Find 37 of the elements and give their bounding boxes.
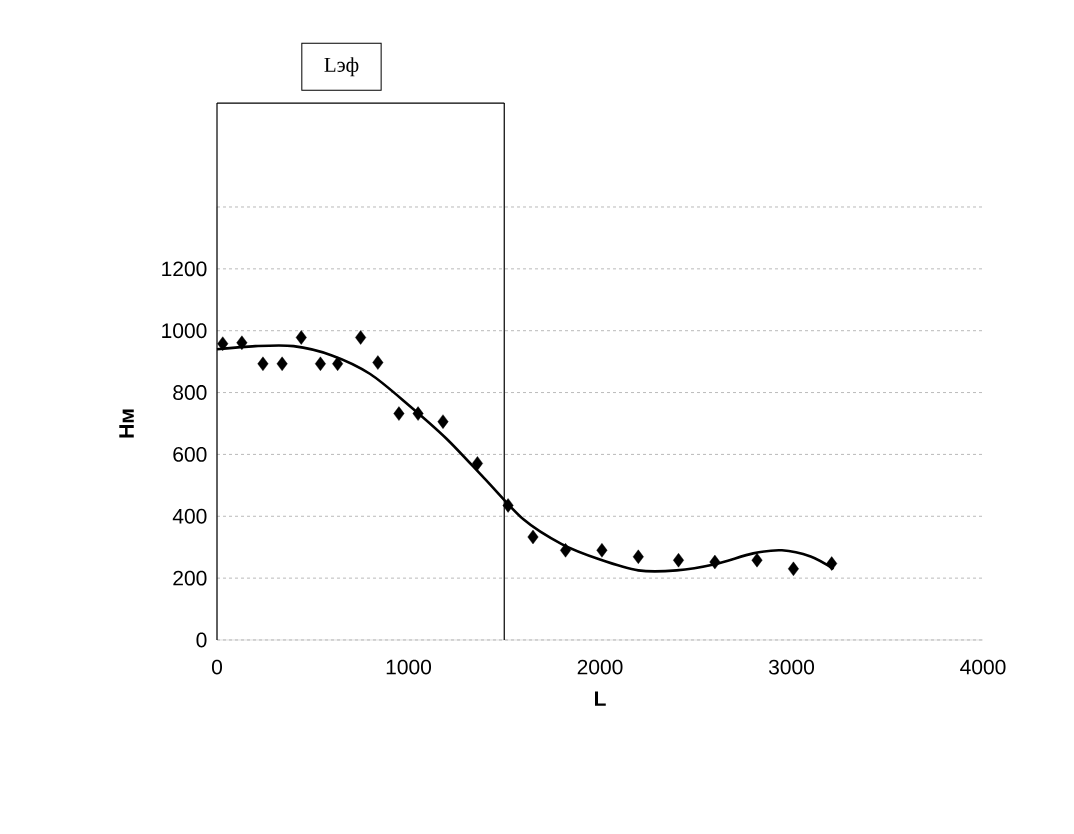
point bbox=[314, 356, 326, 371]
x-tick-label: 4000 bbox=[960, 659, 1006, 675]
point bbox=[527, 529, 539, 545]
point bbox=[372, 355, 384, 370]
point bbox=[560, 543, 571, 558]
text: Lэф bbox=[324, 57, 359, 77]
point bbox=[332, 356, 344, 371]
point bbox=[217, 336, 229, 351]
point bbox=[295, 330, 307, 345]
x-tick-label: 0 bbox=[211, 659, 223, 675]
y-tick-label: 1200 bbox=[162, 261, 207, 277]
x-tick-label: 1000 bbox=[386, 659, 432, 675]
point bbox=[257, 356, 269, 371]
point bbox=[709, 554, 721, 570]
x-tick-label: 3000 bbox=[768, 659, 815, 675]
y-tick-label: 200 bbox=[173, 570, 207, 586]
point bbox=[276, 356, 288, 371]
point bbox=[596, 543, 608, 558]
x-tick-label: 2000 bbox=[577, 659, 623, 675]
point bbox=[826, 556, 838, 571]
point bbox=[393, 406, 405, 421]
point bbox=[437, 414, 449, 429]
point bbox=[632, 549, 644, 564]
point bbox=[502, 498, 514, 513]
y-tick-label: 600 bbox=[173, 446, 207, 462]
point bbox=[751, 552, 763, 568]
point bbox=[412, 406, 424, 421]
point bbox=[471, 456, 483, 471]
point bbox=[236, 335, 248, 350]
y-tick-label: 1000 bbox=[162, 323, 207, 339]
point bbox=[355, 330, 367, 345]
y-tick-label: 800 bbox=[173, 385, 207, 400]
y-axis-title: Нм bbox=[119, 409, 134, 438]
y-tick-label: 0 bbox=[196, 632, 207, 648]
point bbox=[787, 561, 799, 577]
y-tick-label: 400 bbox=[172, 508, 207, 524]
x-axis-title: L bbox=[595, 691, 606, 706]
